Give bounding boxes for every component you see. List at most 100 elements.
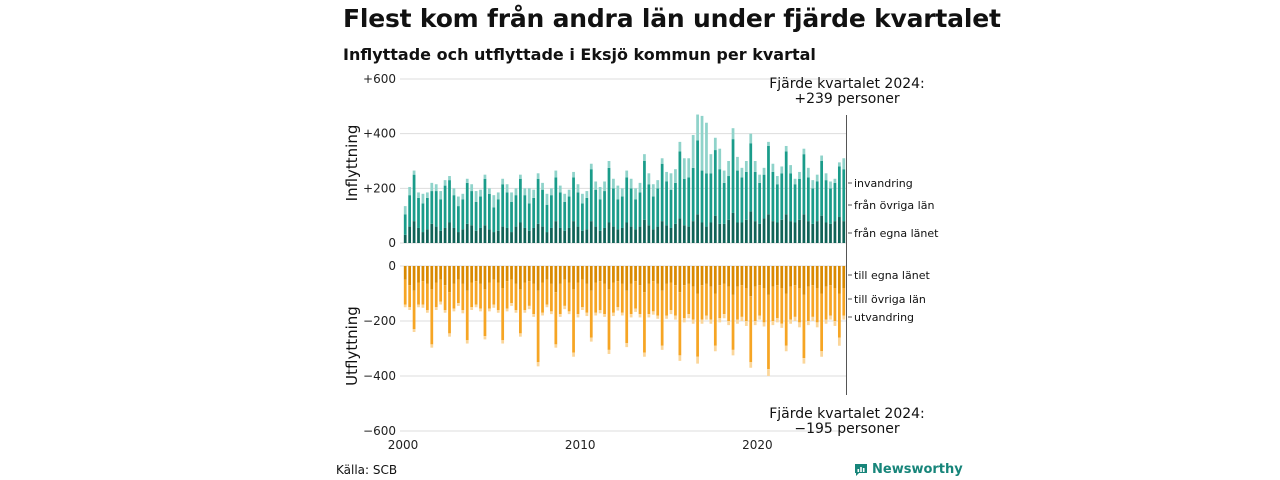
inflow-bar-fran-ovriga-lan bbox=[798, 178, 801, 220]
outflow-bar-till-egna-lanet bbox=[408, 266, 412, 286]
inflow-bar-invandring bbox=[598, 186, 602, 200]
inflow-bar-fran-egna-lanet bbox=[762, 218, 766, 243]
outflow-bars bbox=[403, 266, 846, 376]
outflow-bar-utvandring bbox=[727, 321, 730, 326]
inflow-bar-fran-egna-lanet bbox=[492, 232, 496, 243]
inflow-bar-fran-ovriga-lan bbox=[470, 191, 474, 226]
inflow-bar-fran-ovriga-lan bbox=[594, 189, 598, 227]
outflow-bar-till-ovriga-lan bbox=[731, 294, 735, 350]
outflow-bar-till-egna-lanet bbox=[474, 266, 478, 282]
outflow-bar-till-egna-lanet bbox=[660, 266, 664, 291]
inflow-bar-invandring bbox=[567, 189, 571, 197]
outflow-bar-utvandring bbox=[753, 321, 757, 326]
outflow-bar-utvandring bbox=[691, 319, 695, 324]
outflow-bar-till-egna-lanet bbox=[514, 266, 518, 284]
inflow-bar-invandring bbox=[457, 196, 460, 207]
outflow-bar-till-egna-lanet bbox=[669, 266, 673, 283]
outflow-bar-utvandring bbox=[439, 301, 443, 305]
inflow-bar-invandring bbox=[709, 154, 713, 174]
inflow-bar-fran-egna-lanet bbox=[806, 221, 810, 243]
inflow-bar-fran-egna-lanet bbox=[802, 214, 806, 243]
inflow-bar-fran-egna-lanet bbox=[789, 221, 792, 243]
inflow-bar-invandring bbox=[430, 182, 434, 192]
inflow-bar-fran-egna-lanet bbox=[713, 215, 717, 243]
inflow-bar-fran-ovriga-lan bbox=[634, 199, 637, 230]
outflow-bar-utvandring bbox=[647, 314, 651, 318]
inflow-bar-fran-egna-lanet bbox=[815, 221, 819, 243]
outflow-bar-utvandring bbox=[581, 307, 584, 310]
outflow-bar-till-egna-lanet bbox=[479, 266, 482, 284]
outflow-bar-till-ovriga-lan bbox=[771, 286, 775, 321]
outflow-bar-till-ovriga-lan bbox=[829, 285, 832, 316]
outflow-bar-till-ovriga-lan bbox=[589, 290, 593, 338]
inflow-bar-fran-egna-lanet bbox=[408, 226, 412, 243]
outflow-bar-till-ovriga-lan bbox=[452, 283, 456, 309]
outflow-bar-till-ovriga-lan bbox=[665, 283, 668, 316]
inflow-bar-fran-ovriga-lan bbox=[780, 173, 784, 220]
inflow-bar-invandring bbox=[620, 188, 624, 197]
outflow-bar-utvandring bbox=[585, 312, 589, 317]
outflow-bar-till-ovriga-lan bbox=[457, 279, 460, 304]
inflow-bar-invandring bbox=[629, 178, 633, 189]
outflow-bar-till-egna-lanet bbox=[674, 266, 677, 286]
outflow-bar-utvandring bbox=[789, 319, 792, 324]
outflow-bar-till-ovriga-lan bbox=[802, 294, 806, 359]
outflow-bar-till-ovriga-lan bbox=[616, 281, 620, 308]
inflow-bar-fran-ovriga-lan bbox=[541, 189, 544, 227]
inflow-bar-fran-ovriga-lan bbox=[519, 178, 522, 223]
x-axis-ticks: 2000 2010 2020 bbox=[388, 438, 773, 452]
inflow-bar-invandring bbox=[439, 191, 443, 200]
inflow-bar-invandring bbox=[775, 176, 779, 185]
inflow-bar-fran-egna-lanet bbox=[479, 227, 482, 243]
outflow-bar-utvandring bbox=[434, 307, 438, 310]
inflow-bar-fran-egna-lanet bbox=[829, 223, 832, 243]
outflow-bar-utvandring bbox=[505, 308, 509, 312]
outflow-bar-till-ovriga-lan bbox=[430, 289, 434, 345]
inflow-bar-fran-egna-lanet bbox=[465, 223, 469, 243]
inflow-bar-fran-ovriga-lan bbox=[563, 202, 567, 231]
inflow-bar-fran-ovriga-lan bbox=[412, 174, 416, 222]
legend-till-egna-lanet: till egna länet bbox=[854, 269, 930, 282]
inflow-bar-fran-ovriga-lan bbox=[789, 173, 792, 222]
outflow-bar-till-ovriga-lan bbox=[536, 290, 540, 363]
inflow-bar-fran-ovriga-lan bbox=[425, 197, 429, 230]
inflow-bar-fran-egna-lanet bbox=[731, 212, 735, 243]
inflow-bar-fran-ovriga-lan bbox=[762, 174, 766, 219]
outflow-bar-till-ovriga-lan bbox=[572, 289, 575, 353]
outflow-bar-till-ovriga-lan bbox=[700, 285, 704, 320]
inflow-bar-fran-ovriga-lan bbox=[824, 180, 828, 223]
inflow-bar-invandring bbox=[581, 193, 584, 204]
outflow-bar-till-egna-lanet bbox=[563, 266, 567, 280]
outflow-bar-till-egna-lanet bbox=[784, 266, 788, 294]
inflow-bar-invandring bbox=[496, 192, 500, 200]
outflow-bar-till-ovriga-lan bbox=[638, 285, 642, 315]
inflow-bar-fran-egna-lanet bbox=[443, 227, 447, 243]
outflow-bar-till-egna-lanet bbox=[665, 266, 668, 284]
outflow-y-tick-label: −600 bbox=[363, 424, 396, 438]
outflow-bar-till-egna-lanet bbox=[793, 266, 797, 286]
outflow-bar-utvandring bbox=[784, 345, 788, 352]
inflow-bar-fran-ovriga-lan bbox=[421, 203, 425, 233]
x-tick-label: 2000 bbox=[388, 438, 419, 452]
outflow-bar-utvandring bbox=[417, 304, 420, 308]
inflow-bar-fran-egna-lanet bbox=[474, 230, 478, 243]
outflow-bar-utvandring bbox=[634, 308, 637, 312]
outflow-bar-till-egna-lanet bbox=[558, 266, 562, 284]
inflow-bar-fran-ovriga-lan bbox=[722, 182, 726, 224]
inflow-bar-fran-egna-lanet bbox=[722, 223, 726, 243]
inflow-bar-fran-ovriga-lan bbox=[550, 195, 553, 228]
inflow-y-tick-label: +400 bbox=[363, 127, 396, 141]
inflow-bar-fran-egna-lanet bbox=[643, 219, 646, 243]
outflow-bar-till-ovriga-lan bbox=[762, 288, 766, 323]
outflow-bar-utvandring bbox=[603, 314, 606, 317]
outflow-bar-till-ovriga-lan bbox=[744, 288, 748, 321]
outflow-bar-till-egna-lanet bbox=[638, 266, 642, 286]
outflow-bar-till-egna-lanet bbox=[452, 266, 456, 284]
newsworthy-logo[interactable]: Newsworthy bbox=[854, 462, 963, 477]
outflow-bar-till-egna-lanet bbox=[634, 266, 637, 282]
outflow-bar-till-egna-lanet bbox=[802, 266, 806, 295]
inflow-bar-invandring bbox=[829, 181, 832, 189]
inflow-bar-fran-egna-lanet bbox=[439, 230, 443, 243]
inflow-bar-invandring bbox=[758, 174, 761, 183]
outflow-bar-utvandring bbox=[842, 315, 846, 320]
